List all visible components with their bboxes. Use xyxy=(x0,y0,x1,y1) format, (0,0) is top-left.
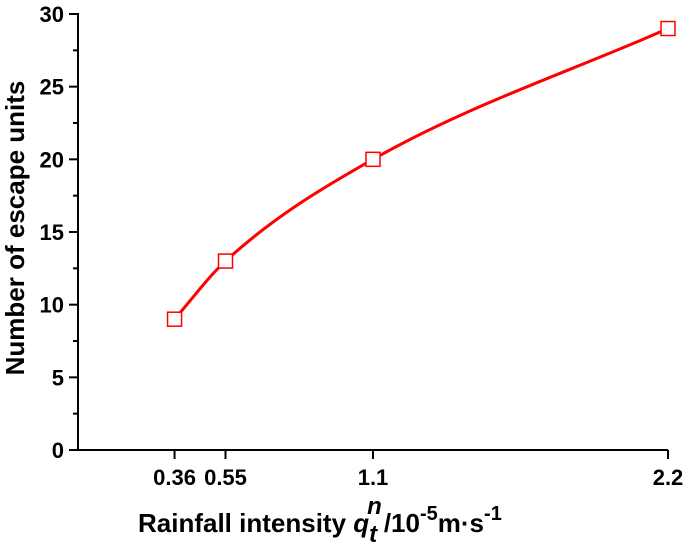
x-axis-title-superscript: n xyxy=(367,493,382,520)
x-ticks: 0.36 0.55 1.1 2.2 xyxy=(153,450,683,490)
series-line xyxy=(173,27,670,321)
x-axis-title-unit-mid: m·s xyxy=(438,508,484,538)
axes xyxy=(77,13,668,451)
x-axis-title-subscript: t xyxy=(369,521,378,544)
x-axis-title-unit-exponent: -5 xyxy=(420,503,438,525)
y-ticks: 0 5 10 15 20 25 30 xyxy=(40,2,78,463)
data-point xyxy=(660,20,676,37)
y-tick-label: 10 xyxy=(40,293,64,318)
x-tick-label: 0.36 xyxy=(153,465,196,490)
y-tick-label: 0 xyxy=(52,438,64,463)
x-tick-label: 1.1 xyxy=(358,465,389,490)
y-tick-label: 25 xyxy=(40,75,64,100)
x-tick-label: 2.2 xyxy=(653,465,684,490)
x-tick-label: 0.55 xyxy=(204,465,247,490)
data-point xyxy=(217,253,234,269)
data-markers xyxy=(166,20,676,327)
x-axis-title-unit-exponent-2: -1 xyxy=(484,503,502,525)
y-tick-label: 5 xyxy=(52,365,64,390)
y-axis-title: Number of escape units xyxy=(0,81,30,376)
y-tick-label: 30 xyxy=(40,2,64,27)
data-point xyxy=(365,151,381,168)
y-tick-label: 20 xyxy=(40,147,64,172)
data-point xyxy=(166,311,183,327)
y-tick-label: 15 xyxy=(40,220,64,245)
x-axis-title-unit-base: /10 xyxy=(384,508,420,538)
x-axis-title-symbol: q xyxy=(353,508,369,538)
x-axis-title: Rainfall intensity qtn/10-5m·s-1 xyxy=(138,493,502,544)
x-axis-title-prefix: Rainfall intensity xyxy=(138,508,353,538)
